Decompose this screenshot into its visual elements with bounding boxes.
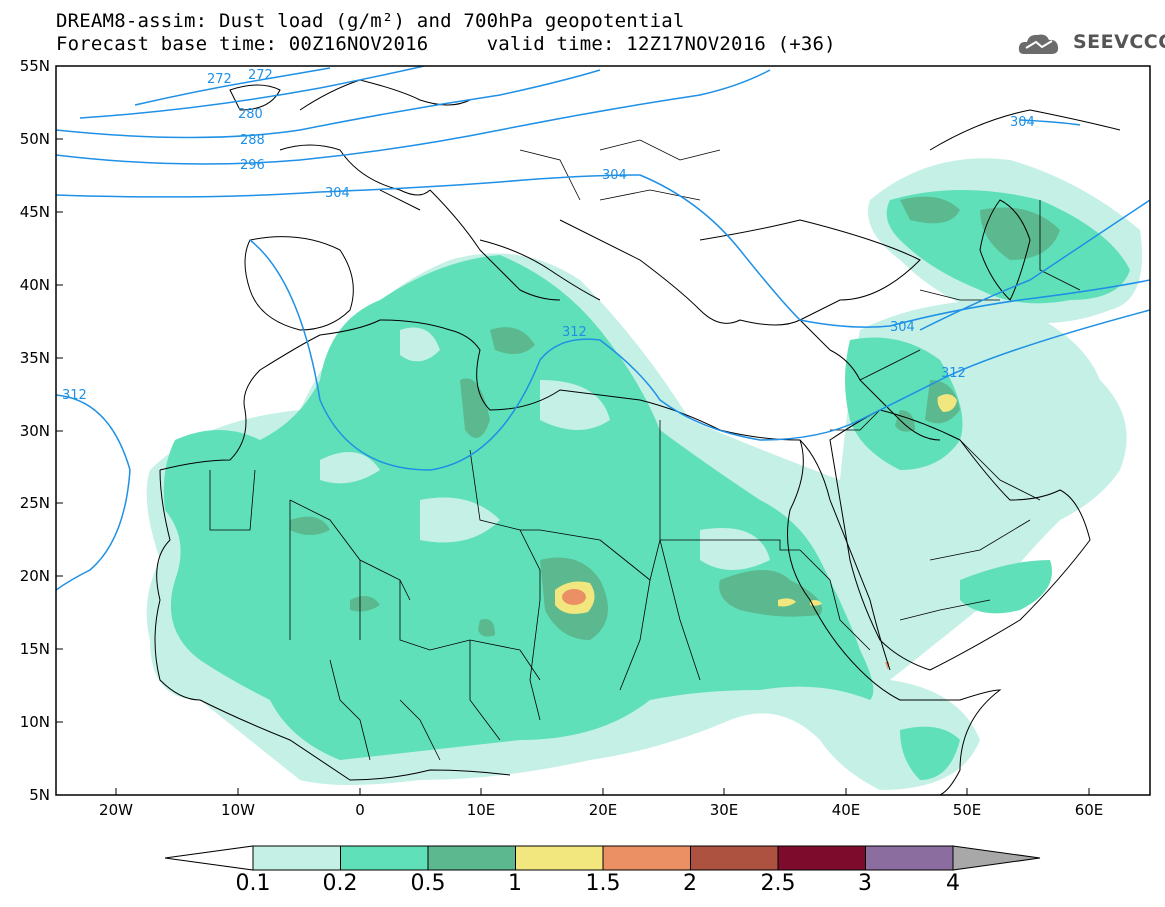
colorbar: [164, 845, 1041, 871]
lat-label: 50N: [19, 130, 50, 148]
logo-text: SEEVCCC: [1073, 31, 1165, 53]
contour-label: 304: [325, 186, 350, 201]
geopotential-contours: [56, 66, 1150, 591]
lat-label: 25N: [19, 494, 50, 512]
contour-labels: 272 272 280 288 296 304 304 304 312 312 …: [62, 68, 1035, 403]
colorbar-label: 0.1: [235, 871, 271, 896]
lon-label: 60E: [1074, 801, 1104, 819]
cloud-icon: [1018, 34, 1059, 54]
contour-label: 312: [562, 325, 587, 340]
lat-label: 35N: [19, 349, 50, 367]
lon-label: 20W: [99, 801, 133, 819]
lat-label: 40N: [19, 276, 50, 294]
lat-label: 45N: [19, 203, 50, 221]
colorbar-label: 4: [946, 871, 960, 896]
lon-label: 0: [355, 801, 365, 819]
lat-label: 10N: [19, 713, 50, 731]
colorbar-label: 2.5: [760, 871, 796, 896]
coastlines: [154, 79, 1121, 795]
lon-label: 30E: [709, 801, 739, 819]
axis-ticks: [56, 138, 1090, 795]
lat-label: 15N: [19, 640, 50, 658]
colorbar-label: 2: [683, 871, 697, 896]
contour-label: 304: [1010, 115, 1035, 130]
colorbar-label: 0.5: [410, 871, 446, 896]
lon-label: 10W: [221, 801, 255, 819]
dust-light-holes: [320, 327, 770, 570]
lon-label: 10E: [466, 801, 496, 819]
contour-label: 304: [602, 168, 627, 183]
colorbar-label: 1.5: [585, 871, 621, 896]
colorbar-label: 0.2: [322, 871, 358, 896]
lon-label: 40E: [831, 801, 861, 819]
contour-label: 272: [207, 72, 232, 87]
dust-hotspots: [555, 394, 957, 670]
lat-label: 30N: [19, 422, 50, 440]
contour-label: 312: [941, 366, 966, 381]
contour-label: 312: [62, 388, 87, 403]
lat-label: 5N: [29, 786, 50, 804]
colorbar-label: 1: [508, 871, 522, 896]
contour-label: 272: [248, 68, 273, 83]
lat-label: 55N: [19, 57, 50, 75]
lon-label: 50E: [952, 801, 982, 819]
contour-label: 288: [240, 133, 265, 148]
forecast-time-line: Forecast base time: 00Z16NOV2016 valid t…: [56, 33, 836, 55]
country-borders: [209, 139, 1081, 761]
contour-label: 304: [890, 320, 915, 335]
lon-label: 20E: [588, 801, 618, 819]
contour-label: 280: [238, 107, 263, 122]
colorbar-label: 3: [858, 871, 872, 896]
contour-label: 296: [240, 158, 265, 173]
lat-label: 20N: [19, 567, 50, 585]
map-title: DREAM8-assim: Dust load (g/m²) and 700hP…: [56, 10, 685, 32]
